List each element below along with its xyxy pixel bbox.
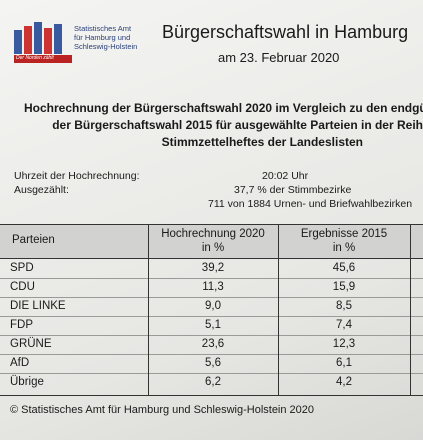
percent: 6,1 [336, 357, 352, 369]
heading-line: der Bürgerschaftswahl 2015 für ausgewähl… [52, 118, 423, 132]
percent: 9,0 [205, 300, 221, 312]
heading-line: Hochrechnung der Bürgerschaftswahl 2020 … [24, 101, 423, 115]
percent: 39,2 [201, 262, 225, 274]
percent: 11,3 [202, 281, 224, 293]
party: DIE LINKE [10, 300, 66, 312]
logo-line: für Hamburg und [74, 33, 131, 42]
percent: 23,6 [201, 338, 225, 350]
table-header: in % [201, 242, 225, 254]
table-top [0, 224, 423, 225]
date: am 23. Februar 2020 [218, 50, 340, 65]
info-value: 20:02 Uhr [262, 170, 309, 182]
table-bottom [0, 395, 423, 396]
party: FDP [10, 319, 33, 331]
row-line [0, 297, 423, 298]
info-value: 37,7 % der Stimmbezirke [234, 184, 352, 196]
row-line [0, 316, 423, 317]
party: Übrige [10, 376, 44, 388]
heading: Hochrechnung der Bürgerschaftswahl 2020 … [24, 100, 423, 151]
table-header-line [0, 258, 423, 259]
party: SPD [10, 262, 34, 274]
percent: 45,6 [332, 262, 356, 274]
heading-line: Stimmzettelheftes der Landeslisten [161, 135, 363, 149]
footer: © Statistisches Amt für Hamburg und Schl… [10, 404, 315, 416]
info-value: 711 von 1884 Urnen- und Briefwahlbezirke… [208, 198, 413, 210]
table-header: Ergebnisse 2015 [300, 228, 388, 240]
logo-slogan: Der Norden zählt [16, 55, 54, 61]
info-label: Uhrzeit der Hochrechnung: [14, 170, 140, 182]
percent: 15,9 [332, 281, 356, 293]
title: Bürgerschaftswahl in Hamburg [162, 22, 409, 42]
percent: 4,2 [336, 376, 352, 388]
column-line [410, 224, 411, 395]
logo [14, 22, 72, 63]
row-line [0, 335, 423, 336]
percent: 7,4 [336, 319, 352, 331]
party: CDU [10, 281, 35, 293]
table-header: Hochrechnung 2020 [161, 228, 265, 240]
table-header-bg [0, 224, 423, 258]
percent: 8,5 [336, 300, 352, 312]
info-label: Ausgezählt: [14, 184, 69, 196]
row-line [0, 354, 423, 355]
logo-line: Schleswig-Holstein [74, 42, 138, 51]
party: AfD [10, 357, 30, 369]
percent: 5,1 [205, 319, 221, 331]
row-line [0, 373, 423, 374]
row-line [0, 278, 423, 279]
column-line [278, 224, 279, 395]
party: GRÜNE [10, 338, 52, 350]
column-line [148, 224, 149, 395]
table-header: in % [332, 242, 356, 254]
logo-text: Statistisches Amt für Hamburg und Schleswi… [74, 24, 137, 51]
percent: 5,6 [205, 357, 221, 369]
percent: 6,2 [205, 376, 221, 388]
percent: 12,3 [332, 338, 356, 350]
table-header: Parteien [12, 234, 55, 246]
logo-line: Statistisches Amt [74, 24, 132, 33]
